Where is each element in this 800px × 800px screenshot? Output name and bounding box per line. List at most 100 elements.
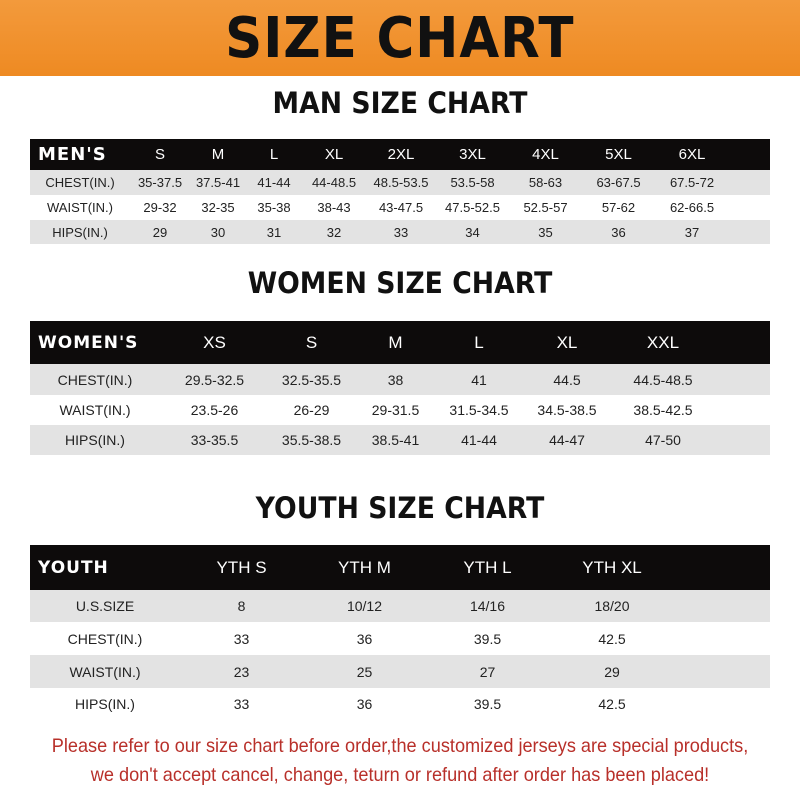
table-cell: 47.5-52.5 bbox=[436, 195, 509, 220]
header-filler bbox=[729, 139, 770, 170]
header-filler bbox=[675, 545, 770, 590]
table-cell: 26-29 bbox=[269, 395, 354, 425]
column-header: 2XL bbox=[366, 139, 436, 170]
table-title-cell: WOMEN'S bbox=[30, 321, 160, 364]
table-cell: 62-66.5 bbox=[655, 195, 729, 220]
table-title-cell: MEN'S bbox=[30, 139, 130, 170]
table-cell: 63-67.5 bbox=[582, 170, 655, 195]
row-label: WAIST(IN.) bbox=[30, 395, 160, 425]
row-label: CHEST(IN.) bbox=[30, 364, 160, 395]
column-header: M bbox=[354, 321, 437, 364]
column-header: L bbox=[246, 139, 302, 170]
table-cell: 47-50 bbox=[613, 425, 713, 455]
table-cell: 32.5-35.5 bbox=[269, 364, 354, 395]
policy-note-line-2: we don't accept cancel, change, teturn o… bbox=[90, 764, 710, 786]
table-cell: 41 bbox=[437, 364, 521, 395]
table-cell: 38.5-41 bbox=[354, 425, 437, 455]
table-cell: 67.5-72 bbox=[655, 170, 729, 195]
row-label: HIPS(IN.) bbox=[30, 425, 160, 455]
column-header: XL bbox=[302, 139, 366, 170]
table-cell: 29 bbox=[549, 655, 675, 688]
table-cell: 38-43 bbox=[302, 195, 366, 220]
row-filler bbox=[729, 195, 770, 220]
column-header: YTH XL bbox=[549, 545, 675, 590]
table-cell: 14/16 bbox=[426, 590, 549, 622]
table-cell: 33-35.5 bbox=[160, 425, 269, 455]
column-header: 6XL bbox=[655, 139, 729, 170]
table-cell: 23.5-26 bbox=[160, 395, 269, 425]
table-cell: 31 bbox=[246, 220, 302, 244]
row-label: WAIST(IN.) bbox=[30, 655, 180, 688]
row-filler bbox=[713, 364, 770, 395]
table-cell: 32-35 bbox=[190, 195, 246, 220]
table-cell: 31.5-34.5 bbox=[437, 395, 521, 425]
row-label: CHEST(IN.) bbox=[30, 622, 180, 655]
table-cell: 35.5-38.5 bbox=[269, 425, 354, 455]
column-header: 5XL bbox=[582, 139, 655, 170]
column-header: 4XL bbox=[509, 139, 582, 170]
header-filler bbox=[713, 321, 770, 364]
table-cell: 53.5-58 bbox=[436, 170, 509, 195]
table-cell: 44.5 bbox=[521, 364, 613, 395]
row-label: U.S.SIZE bbox=[30, 590, 180, 622]
table-cell: 35-38 bbox=[246, 195, 302, 220]
column-header: XS bbox=[160, 321, 269, 364]
table-cell: 29 bbox=[130, 220, 190, 244]
men-heading: MAN SIZE CHART bbox=[272, 86, 528, 120]
row-filler bbox=[713, 425, 770, 455]
row-filler bbox=[675, 622, 770, 655]
table-cell: 34 bbox=[436, 220, 509, 244]
table-cell: 44-47 bbox=[521, 425, 613, 455]
row-filler bbox=[675, 590, 770, 622]
column-header: XXL bbox=[613, 321, 713, 364]
table-cell: 44-48.5 bbox=[302, 170, 366, 195]
row-label: WAIST(IN.) bbox=[30, 195, 130, 220]
table-cell: 42.5 bbox=[549, 688, 675, 720]
women-size-table: WOMEN'S XS S M L XL XXL CHEST(IN.) 29.5-32.5 32.5… bbox=[30, 321, 770, 455]
table-cell: 39.5 bbox=[426, 688, 549, 720]
table-cell: 8 bbox=[180, 590, 303, 622]
table-cell: 36 bbox=[582, 220, 655, 244]
row-filler bbox=[675, 655, 770, 688]
table-cell: 32 bbox=[302, 220, 366, 244]
table-cell: 33 bbox=[180, 622, 303, 655]
column-header: YTH S bbox=[180, 545, 303, 590]
page-title: SIZE CHART bbox=[225, 5, 575, 71]
column-header: L bbox=[437, 321, 521, 364]
table-cell: 48.5-53.5 bbox=[366, 170, 436, 195]
table-cell: 44.5-48.5 bbox=[613, 364, 713, 395]
youth-heading: YOUTH SIZE CHART bbox=[255, 491, 545, 525]
table-cell: 23 bbox=[180, 655, 303, 688]
row-filler bbox=[729, 220, 770, 244]
table-cell: 52.5-57 bbox=[509, 195, 582, 220]
table-cell: 33 bbox=[180, 688, 303, 720]
table-cell: 10/12 bbox=[303, 590, 426, 622]
table-cell: 29-32 bbox=[130, 195, 190, 220]
table-cell: 38.5-42.5 bbox=[613, 395, 713, 425]
table-cell: 29.5-32.5 bbox=[160, 364, 269, 395]
table-cell: 27 bbox=[426, 655, 549, 688]
table-cell: 37 bbox=[655, 220, 729, 244]
table-cell: 29-31.5 bbox=[354, 395, 437, 425]
column-header: YTH L bbox=[426, 545, 549, 590]
column-header: YTH M bbox=[303, 545, 426, 590]
table-cell: 35 bbox=[509, 220, 582, 244]
table-cell: 36 bbox=[303, 622, 426, 655]
table-cell: 36 bbox=[303, 688, 426, 720]
table-cell: 35-37.5 bbox=[130, 170, 190, 195]
row-filler bbox=[713, 395, 770, 425]
title-banner: SIZE CHART bbox=[0, 0, 800, 76]
table-title-cell: YOUTH bbox=[30, 545, 180, 590]
table-cell: 41-44 bbox=[246, 170, 302, 195]
table-cell: 38 bbox=[354, 364, 437, 395]
column-header: S bbox=[130, 139, 190, 170]
table-cell: 57-62 bbox=[582, 195, 655, 220]
table-cell: 18/20 bbox=[549, 590, 675, 622]
table-cell: 30 bbox=[190, 220, 246, 244]
table-cell: 33 bbox=[366, 220, 436, 244]
row-label: HIPS(IN.) bbox=[30, 220, 130, 244]
youth-size-table: YOUTH YTH S YTH M YTH L YTH XL U.S.SIZE 8 10/12… bbox=[30, 545, 770, 720]
column-header: 3XL bbox=[436, 139, 509, 170]
women-heading: WOMEN SIZE CHART bbox=[247, 266, 553, 300]
men-size-table: MEN'S S M L XL 2XL 3XL 4XL 5XL 6XL CHEST(IN.) 35-37… bbox=[30, 139, 770, 244]
